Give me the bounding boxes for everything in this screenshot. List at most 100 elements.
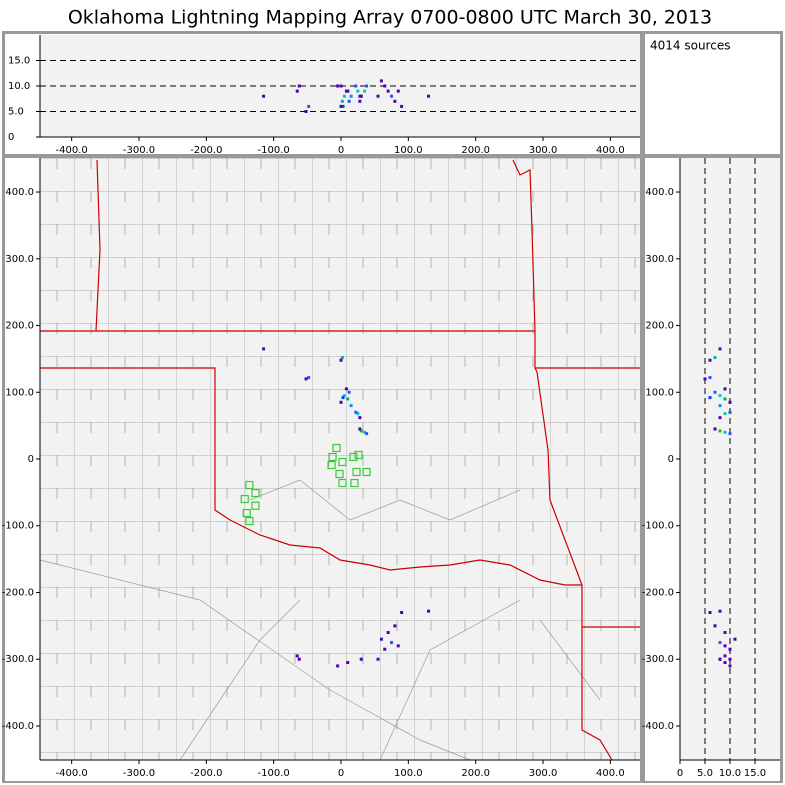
source-ns: [728, 400, 732, 404]
source-plan: [427, 609, 431, 613]
source-plan: [356, 412, 360, 416]
source-plan: [386, 631, 390, 635]
source-plan: [359, 657, 363, 661]
station: [338, 478, 347, 488]
source-ns: [718, 347, 722, 351]
source-plan: [347, 390, 351, 394]
source-ew: [339, 84, 343, 88]
source-plan: [358, 416, 362, 420]
x-tick-label: 100.0: [394, 145, 423, 156]
sources-count: 4014 sources: [650, 39, 730, 53]
source-ew: [386, 89, 390, 93]
source-ns: [713, 390, 717, 394]
source-plan: [390, 641, 394, 645]
y-tick-label: 300.0: [5, 254, 34, 265]
source-ew: [297, 84, 301, 88]
source-ns: [713, 427, 717, 431]
station: [327, 460, 336, 470]
y-tick-label: 200.0: [5, 321, 34, 332]
source-ns: [718, 416, 722, 420]
y-tick-label: 100.0: [5, 387, 34, 398]
source-ew: [347, 99, 351, 103]
source-plan: [393, 624, 397, 628]
source-plan: [349, 404, 353, 408]
source-ns: [733, 637, 737, 641]
z-tick-label: 10.0: [8, 81, 30, 92]
source-ew: [390, 94, 394, 98]
source-ew: [359, 94, 363, 98]
x-tick-label: 0: [338, 768, 344, 779]
z-tick-label: 10.0: [719, 768, 741, 779]
source-plan: [354, 410, 358, 414]
source-plan: [379, 637, 383, 641]
station: [251, 488, 260, 498]
source-ns: [723, 631, 727, 635]
source-ns: [713, 356, 717, 360]
source-ew: [295, 89, 299, 93]
source-ew: [396, 89, 400, 93]
source-ew: [383, 84, 387, 88]
source-ns: [718, 609, 722, 613]
z-tick-label: 0: [677, 768, 683, 779]
source-ew: [356, 89, 360, 93]
x-tick-label: 200.0: [461, 145, 490, 156]
source-plan: [340, 356, 344, 360]
station: [245, 516, 254, 526]
x-tick-label: -200.0: [190, 145, 222, 156]
source-ew: [340, 99, 344, 103]
y-tick-label: 300.0: [645, 254, 674, 265]
source-plan: [376, 657, 380, 661]
x-tick-label: -100.0: [258, 768, 290, 779]
y-tick-label: 0: [28, 454, 34, 465]
source-ns: [728, 410, 732, 414]
source-ew: [339, 104, 343, 108]
y-tick-label: -200.0: [642, 587, 674, 598]
source-plan: [262, 347, 266, 351]
source-ns: [703, 377, 707, 381]
station: [352, 467, 361, 477]
y-tick-label: -100.0: [642, 521, 674, 532]
source-ew: [363, 89, 367, 93]
x-tick-label: 400.0: [596, 145, 625, 156]
source-plan: [346, 661, 350, 665]
source-ns: [723, 654, 727, 658]
station: [240, 494, 249, 504]
source-ew: [304, 110, 308, 113]
source-ew: [427, 94, 431, 98]
station: [328, 452, 337, 462]
source-plan: [295, 654, 299, 658]
source-plan: [297, 657, 301, 661]
source-plan: [346, 397, 350, 401]
source-plan: [363, 430, 367, 434]
source-ns: [728, 647, 732, 651]
y-tick-label: -400.0: [2, 721, 34, 732]
y-tick-label: 400.0: [645, 187, 674, 198]
y-tick-label: 200.0: [645, 321, 674, 332]
source-plan: [400, 611, 404, 615]
station: [362, 467, 371, 477]
source-ns: [708, 376, 712, 380]
info-panel: [645, 34, 780, 154]
source-ew: [346, 89, 350, 93]
y-tick-label: -100.0: [2, 521, 34, 532]
z-tick-label: 0: [8, 132, 14, 143]
source-ns: [723, 430, 727, 434]
source-plan: [359, 429, 363, 433]
source-ew: [358, 99, 362, 103]
y-tick-label: 0: [668, 454, 674, 465]
source-ns: [728, 432, 732, 436]
source-plan: [396, 644, 400, 648]
z-tick-label: 5.0: [8, 107, 24, 118]
source-ew: [365, 84, 369, 88]
x-tick-label: -300.0: [123, 768, 155, 779]
source-ns: [723, 412, 727, 416]
x-tick-label: -400.0: [56, 145, 88, 156]
source-plan: [304, 377, 308, 381]
source-ew: [376, 94, 380, 98]
source-ns: [728, 657, 732, 661]
source-ew: [336, 84, 340, 88]
y-tick-label: -300.0: [2, 654, 34, 665]
y-tick-label: 400.0: [5, 187, 34, 198]
station: [338, 457, 347, 467]
